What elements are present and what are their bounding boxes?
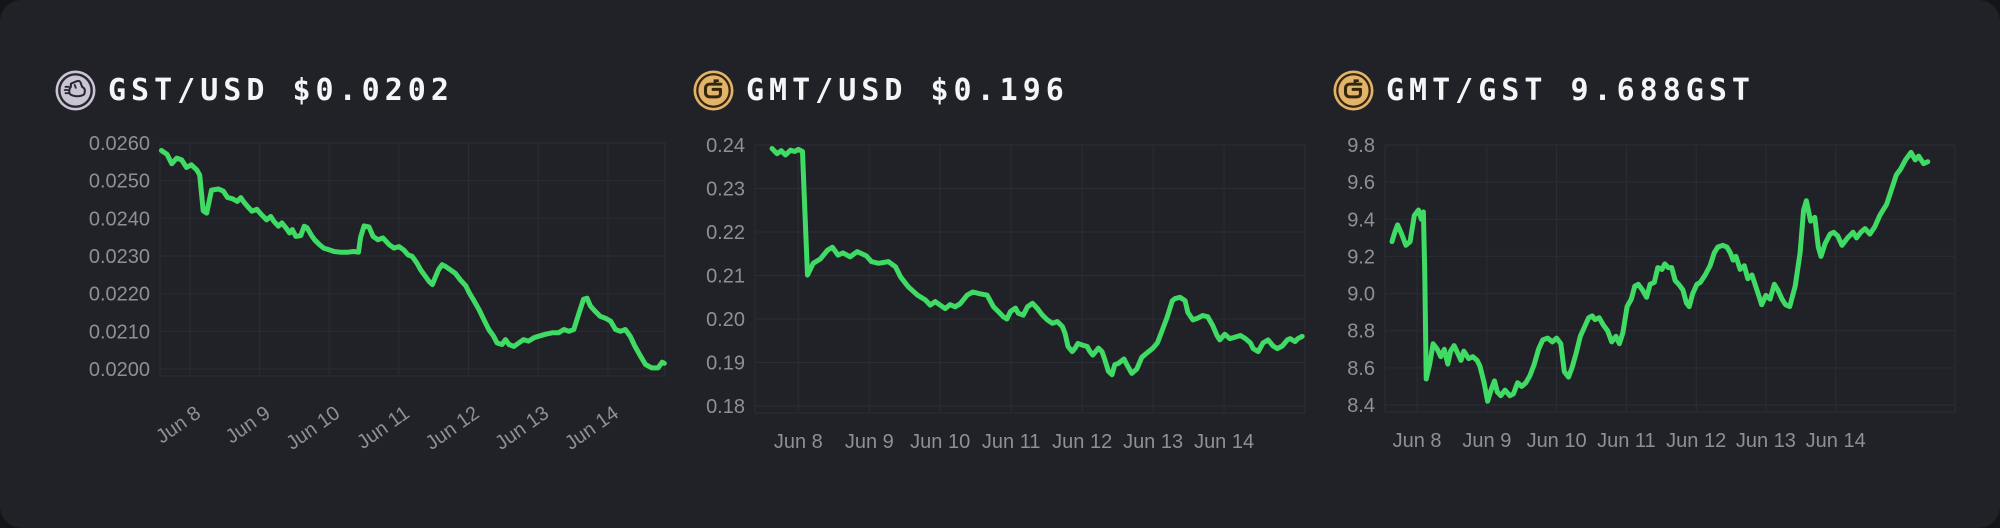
y-tick-label: 0.20 (706, 309, 745, 331)
x-tick-label: Jun 11 (1597, 430, 1656, 452)
chart-header-gmt-gst: GMT/GST 9.688GST (1333, 68, 1755, 112)
gst-coin-icon (55, 70, 96, 111)
y-tick-label: 0.22 (706, 222, 745, 244)
y-tick-label: 0.23 (706, 179, 745, 201)
y-tick-label: 0.0210 (89, 321, 150, 343)
x-tick-label: Jun 13 (491, 402, 553, 454)
x-tick-label: Jun 14 (1806, 430, 1866, 452)
x-tick-label: Jun 10 (910, 431, 970, 453)
x-tick-label: Jun 9 (1462, 430, 1511, 452)
x-tick-label: Jun 11 (982, 431, 1041, 453)
y-tick-label: 8.4 (1347, 395, 1375, 417)
chart-title-gst-usd: GST/USD $0.0202 (108, 72, 454, 108)
y-tick-label: 0.0200 (89, 359, 150, 381)
axis-labels: 9.8 9.6 9.4 9.2 9.0 8.8 8.6 8.4 Jun 8 Jun 9 Jun 10… (1347, 135, 1866, 452)
x-tick-label: Jun 11 (353, 402, 414, 454)
x-tick-label: Jun 12 (1052, 431, 1112, 453)
x-tick-label: Jun 9 (222, 402, 275, 448)
y-tick-label: 0.0240 (89, 208, 150, 230)
x-tick-label: Jun 14 (561, 402, 623, 454)
y-tick-label: 0.0220 (89, 284, 150, 306)
x-tick-label: Jun 14 (1194, 431, 1254, 453)
price-line (769, 146, 1305, 378)
x-tick-label: Jun 12 (1666, 430, 1726, 452)
y-tick-label: 0.0230 (89, 246, 150, 268)
chart-header-gst-usd: GST/USD $0.0202 (55, 68, 454, 112)
chart-title-gmt-usd: GMT/USD $0.196 (746, 72, 1069, 108)
y-tick-label: 8.8 (1347, 321, 1375, 343)
x-tick-label: Jun 8 (774, 431, 823, 453)
x-tick-label: Jun 12 (422, 402, 484, 454)
gmt-gst-price-chart: 9.8 9.6 9.4 9.2 9.0 8.8 8.6 8.4 Jun 8 Jun 9 Jun 10… (1347, 135, 1956, 452)
y-tick-label: 9.8 (1347, 135, 1375, 157)
axis-labels: 0.24 0.23 0.22 0.21 0.20 0.19 0.18 Jun 8 Jun 9 Ju… (706, 135, 1254, 453)
gmt-usd-price-chart: 0.24 0.23 0.22 0.21 0.20 0.19 0.18 Jun 8 Jun 9 Ju… (706, 135, 1306, 453)
x-tick-label: Jun 8 (152, 402, 205, 448)
gmt-coin-icon (693, 70, 734, 111)
grid (159, 142, 666, 377)
price-line (1389, 149, 1931, 404)
y-tick-label: 0.0260 (89, 133, 150, 155)
x-tick-label: Jun 13 (1123, 431, 1183, 453)
x-tick-label: Jun 10 (282, 402, 344, 454)
price-line (158, 148, 667, 371)
y-tick-label: 0.0250 (89, 171, 150, 193)
y-tick-label: 9.2 (1347, 246, 1375, 268)
y-tick-label: 0.19 (706, 353, 745, 375)
y-tick-label: 0.21 (706, 266, 745, 288)
grid (754, 144, 1306, 414)
y-tick-label: 0.24 (706, 135, 745, 157)
y-tick-label: 9.4 (1347, 209, 1375, 231)
x-tick-label: Jun 9 (845, 431, 894, 453)
chart-header-gmt-usd: GMT/USD $0.196 (693, 68, 1069, 112)
x-tick-label: Jun 10 (1527, 430, 1587, 452)
chart-title-gmt-gst: GMT/GST 9.688GST (1386, 72, 1755, 108)
y-tick-label: 9.0 (1347, 284, 1375, 306)
gmt-coin-icon (1333, 70, 1374, 111)
y-tick-label: 9.6 (1347, 172, 1375, 194)
gst-usd-price-chart: 0.0260 0.0250 0.0240 0.0230 0.0220 0.0210 0.02… (89, 133, 667, 455)
y-tick-label: 0.18 (706, 396, 745, 418)
x-tick-label: Jun 8 (1393, 430, 1442, 452)
grid (1384, 144, 1956, 413)
y-tick-label: 8.6 (1347, 358, 1375, 380)
x-tick-label: Jun 13 (1736, 430, 1796, 452)
